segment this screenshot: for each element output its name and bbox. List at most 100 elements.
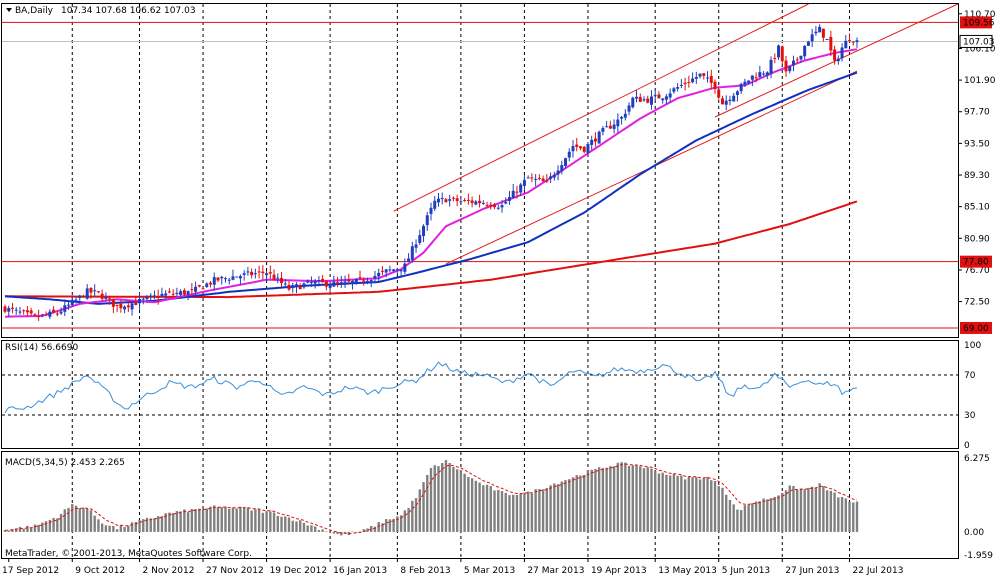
symbol-label: BA,Daily (15, 6, 54, 16)
candle-body (814, 31, 818, 34)
candle-body (481, 202, 485, 204)
macd-bar (665, 474, 668, 532)
candle-body (541, 178, 545, 182)
time-axis-label: 27 Mar 2013 (527, 566, 584, 576)
macd-bar (594, 469, 597, 532)
candle-body (747, 80, 751, 84)
candle-body (414, 244, 418, 248)
price-header: BA,Daily 107.34 107.68 106.62 107.03 (6, 6, 196, 16)
candle-body (223, 278, 227, 280)
time-axis-label: 9 Oct 2012 (75, 566, 125, 576)
macd-bar (381, 523, 384, 532)
macd-bar (399, 515, 403, 532)
candle-body (534, 178, 538, 180)
macd-bar (810, 486, 814, 532)
candle-body (556, 170, 560, 175)
candle-body (844, 40, 848, 49)
candle-body (564, 158, 568, 166)
macd-bar (642, 468, 646, 532)
candle-body (171, 293, 175, 295)
candle-body (287, 284, 291, 290)
candlesticks (3, 24, 859, 321)
macd-histogram (3, 459, 859, 536)
macd-bar (747, 504, 750, 532)
candle-body (369, 280, 373, 283)
candle-body (507, 197, 511, 201)
macd-bar (89, 510, 93, 532)
copyright-text: MetaTrader, © 2001-2013, MetaQuotes Soft… (5, 549, 252, 559)
macd-bar (284, 516, 287, 532)
candle-body (67, 304, 71, 306)
macd-bar (373, 526, 377, 532)
macd-bar (512, 494, 515, 532)
macd-bar (112, 525, 115, 532)
macd-bar (441, 463, 444, 532)
candle-body (855, 40, 859, 43)
candle-body (212, 277, 216, 285)
macd-bar (766, 499, 769, 532)
candle-body (679, 84, 683, 86)
dropdown-triangle-icon[interactable] (6, 8, 12, 12)
macd-bar (822, 486, 825, 532)
macd-bar (164, 513, 167, 532)
candle-body (642, 99, 646, 101)
macd-bar (455, 469, 459, 532)
macd-bar (631, 465, 634, 532)
candle-body (276, 277, 280, 279)
candle-body (511, 190, 515, 199)
candle-body (22, 310, 26, 312)
macd-bar (186, 512, 190, 532)
candle-body (14, 309, 18, 311)
macd-bar (624, 462, 627, 532)
macd-bar (306, 525, 309, 532)
macd-signal-line (4, 463, 858, 535)
candle-body (354, 278, 358, 283)
candle-body (309, 281, 313, 283)
macd-bar (482, 485, 485, 532)
rsi-tick-label: 0 (964, 441, 970, 451)
candle-body (100, 293, 104, 299)
macd-bar (579, 475, 582, 532)
price-badge-label: 109.56 (963, 18, 995, 28)
candle-body (25, 310, 29, 313)
candle-body (29, 310, 33, 314)
price-tick-label: 101.90 (964, 76, 996, 86)
macd-bar (710, 480, 713, 532)
candle-body (194, 286, 198, 292)
candle-body (85, 288, 89, 299)
candle-body (149, 295, 153, 297)
candle-body (664, 96, 668, 100)
price-axis: 110.70 106.10 101.90 97.70 93.50 89.30 85.10 80… (958, 10, 996, 308)
candle-body (302, 283, 306, 288)
candle-body (515, 191, 519, 193)
macd-bar (3, 530, 7, 532)
macd-bar (74, 505, 78, 532)
candle-body (459, 201, 463, 203)
candle-body (526, 177, 530, 179)
macd-bar (672, 473, 676, 532)
candle-body (436, 198, 440, 203)
macd-bar (646, 467, 649, 532)
candle-body (519, 184, 523, 193)
candle-body (496, 207, 500, 209)
macd-bar (639, 466, 642, 532)
candle-body (818, 26, 822, 33)
candle-body (702, 73, 706, 76)
macd-bar (758, 501, 762, 532)
macd-bar (392, 518, 395, 532)
macd-bar (377, 522, 380, 532)
macd-bar (317, 530, 321, 532)
candle-body (399, 269, 403, 272)
macd-bar (310, 525, 313, 532)
candle-body (422, 225, 426, 237)
candle-body (560, 165, 564, 172)
time-axis-label: 27 Nov 2012 (206, 566, 264, 576)
candle-body (575, 144, 579, 147)
macd-bar (620, 462, 623, 532)
macd-bar (508, 495, 511, 532)
candle-body (339, 282, 343, 285)
candle-body (250, 271, 254, 276)
candle-body (321, 278, 325, 282)
macd-bar (848, 501, 851, 532)
candle-body (478, 200, 482, 204)
